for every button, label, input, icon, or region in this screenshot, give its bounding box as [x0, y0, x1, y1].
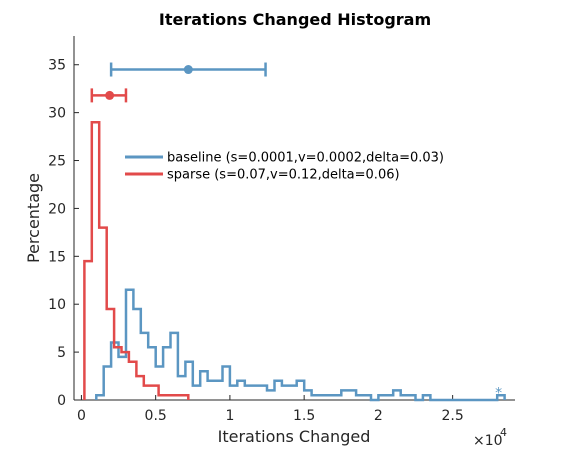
series-layer — [83, 120, 506, 402]
annotation-star: * — [495, 385, 502, 401]
y-tick-label: 5 — [57, 345, 66, 361]
x-exponent: ×10 4 — [473, 426, 507, 449]
legend-label-sparse: sparse (s=0.07,v=0.12,delta=0.06) — [167, 168, 400, 183]
x-exponent-power: 4 — [500, 426, 507, 439]
x-tick-label: 0.5 — [145, 408, 167, 424]
y-tick-label: 30 — [48, 106, 66, 122]
x-tick-label: 1.5 — [293, 408, 315, 424]
legend-item-sparse: sparse (s=0.07,v=0.12,delta=0.06) — [125, 168, 400, 183]
legend-item-baseline: baseline (s=0.0001,v=0.0002,delta=0.03) — [125, 151, 444, 166]
y-axis-label: Percentage — [24, 173, 43, 263]
x-tick-label: 2 — [374, 408, 383, 424]
mean-marker-baseline — [183, 65, 193, 75]
y-tick-label: 0 — [57, 393, 66, 409]
x-tick-label: 2.5 — [442, 408, 464, 424]
y-tick-label: 35 — [48, 58, 66, 74]
y-tick-label: 10 — [48, 297, 66, 313]
x-tick-label: 0 — [77, 408, 86, 424]
chart-title: Iterations Changed Histogram — [159, 10, 431, 29]
plot-area: 0 0.5 1 1.5 2 2.5 0 5 10 15 20 25 30 35 * — [48, 36, 515, 424]
y-tick-label: 25 — [48, 154, 66, 170]
mean-marker-sparse — [105, 90, 115, 100]
legend-label-baseline: baseline (s=0.0001,v=0.0002,delta=0.03) — [167, 151, 444, 166]
histogram-series-sparse — [83, 120, 190, 400]
y-tick-label: 20 — [48, 201, 66, 217]
y-ticks: 0 5 10 15 20 25 30 35 — [48, 58, 79, 409]
x-ticks: 0 0.5 1 1.5 2 2.5 — [77, 395, 464, 424]
errorbar-layer — [90, 62, 267, 103]
legend: baseline (s=0.0001,v=0.0002,delta=0.03) … — [125, 151, 444, 183]
y-tick-label: 15 — [48, 249, 66, 265]
x-tick-label: 1 — [225, 408, 234, 424]
histogram-series-baseline — [95, 288, 506, 402]
x-axis-label: Iterations Changed — [218, 427, 371, 446]
x-exponent-base: ×10 — [473, 433, 503, 449]
